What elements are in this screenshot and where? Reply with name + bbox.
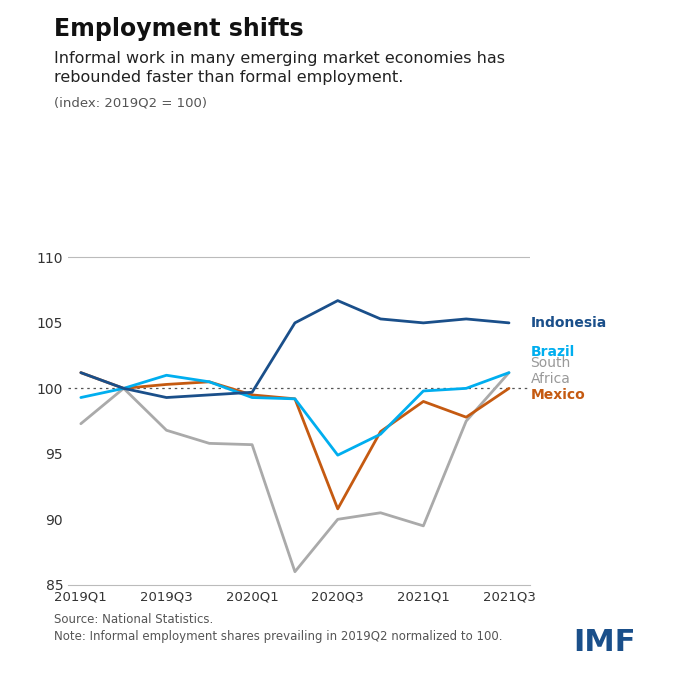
Text: Source: National Statistics.
Note: Informal employment shares prevailing in 2019: Source: National Statistics. Note: Infor… bbox=[54, 613, 503, 643]
Text: IMF: IMF bbox=[573, 628, 636, 657]
Text: Informal work in many emerging market economies has
rebounded faster than formal: Informal work in many emerging market ec… bbox=[54, 51, 505, 85]
Text: Indonesia: Indonesia bbox=[530, 316, 607, 330]
Text: Brazil: Brazil bbox=[530, 345, 575, 358]
Text: (index: 2019Q2 = 100): (index: 2019Q2 = 100) bbox=[54, 97, 207, 109]
Text: Mexico: Mexico bbox=[530, 388, 585, 402]
Text: Employment shifts: Employment shifts bbox=[54, 17, 304, 41]
Text: South
Africa: South Africa bbox=[530, 356, 571, 386]
